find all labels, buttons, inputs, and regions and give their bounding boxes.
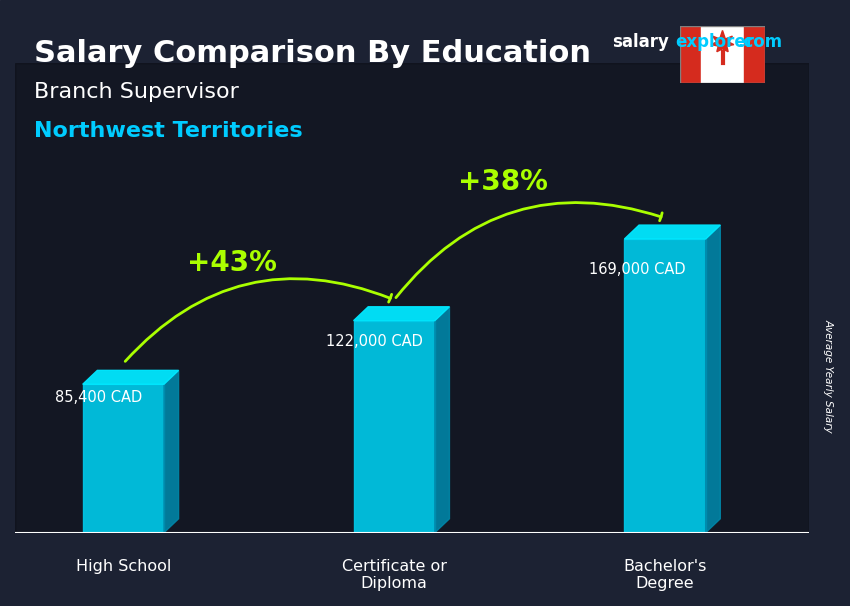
- Polygon shape: [625, 225, 720, 239]
- Text: Bachelor's
Degree: Bachelor's Degree: [623, 559, 706, 591]
- Text: +43%: +43%: [187, 249, 276, 277]
- Text: explorer: explorer: [676, 33, 755, 52]
- Text: .com: .com: [737, 33, 782, 52]
- Polygon shape: [706, 225, 720, 533]
- Bar: [15, 64, 809, 533]
- Polygon shape: [711, 30, 734, 52]
- Text: Northwest Territories: Northwest Territories: [34, 121, 303, 141]
- Polygon shape: [164, 370, 178, 533]
- Text: Average Yearly Salary: Average Yearly Salary: [824, 319, 834, 433]
- Text: Certificate or
Diploma: Certificate or Diploma: [342, 559, 447, 591]
- Text: 122,000 CAD: 122,000 CAD: [326, 334, 422, 349]
- Text: +38%: +38%: [457, 167, 547, 196]
- Bar: [701, 26, 744, 83]
- Text: Branch Supervisor: Branch Supervisor: [34, 82, 239, 102]
- Text: 169,000 CAD: 169,000 CAD: [589, 262, 686, 277]
- Text: Salary Comparison By Education: Salary Comparison By Education: [34, 39, 591, 68]
- Bar: [354, 321, 435, 533]
- Text: salary: salary: [612, 33, 669, 52]
- Bar: [680, 26, 701, 83]
- Polygon shape: [354, 307, 450, 321]
- Bar: [82, 384, 164, 533]
- Text: 85,400 CAD: 85,400 CAD: [54, 390, 142, 405]
- Bar: [625, 239, 706, 533]
- Polygon shape: [82, 370, 178, 384]
- Bar: [744, 26, 765, 83]
- Polygon shape: [435, 307, 450, 533]
- Text: High School: High School: [76, 559, 171, 574]
